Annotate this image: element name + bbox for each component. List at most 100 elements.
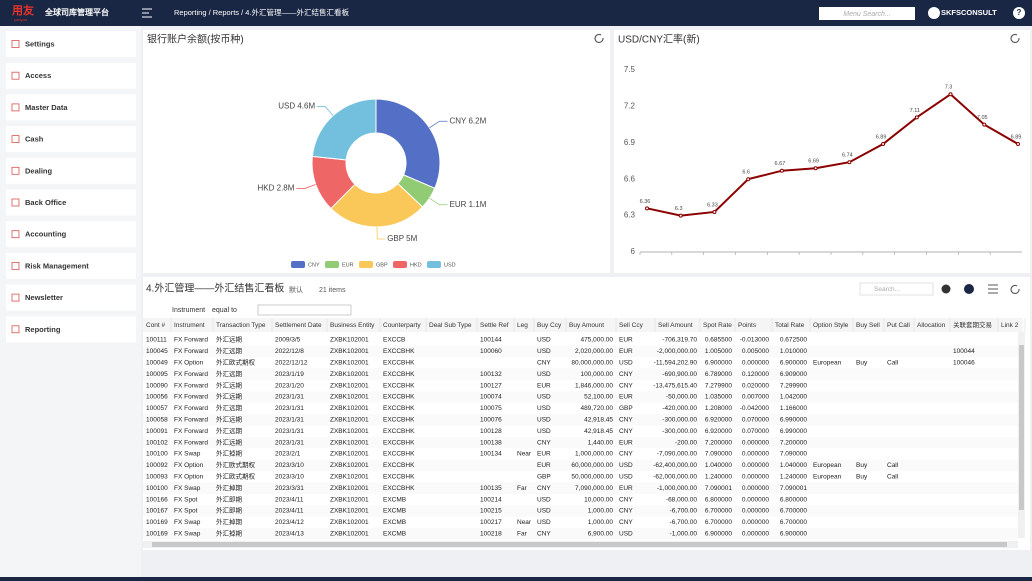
table-cell: CNY [619,417,633,424]
data-label: 6.74 [842,153,853,159]
column-header[interactable]: Link 2 [1001,322,1019,329]
table-cell: 0.120000 [742,371,769,378]
column-header[interactable]: Deal Sub Type [429,322,472,329]
column-header[interactable]: Points [738,322,757,329]
table-cell: FX Swap [174,519,201,526]
table-cell: 0.070000 [742,428,769,435]
h-scroll-thumb[interactable] [152,542,1007,547]
table-cell: EXCCBHK [383,360,415,367]
table-cell: CNY [619,496,633,503]
table-cell: ZXBK102001 [330,519,369,526]
column-header[interactable]: Leg [517,322,528,329]
data-label: 7.11 [910,108,920,114]
table-cell: EUR [537,451,551,458]
rate-point [713,210,716,213]
column-header[interactable]: Option Style [813,322,849,329]
table-cell: 0.007000 [742,394,769,401]
table-cell: 6.800000 [780,496,807,503]
user-name[interactable]: SKFSCONSULT [941,8,997,17]
column-header[interactable]: Instrument [174,322,205,329]
table-cell: 100044 [953,348,975,355]
table-cell: USD [537,348,551,355]
table-cell: 0.000000 [742,531,769,538]
table-cell: FX Spot [174,496,198,503]
table-cell: 2023/3/10 [275,462,304,469]
table-cell: Call [887,474,899,481]
table-cell: 100215 [480,508,502,515]
filter-operator[interactable]: equal to [212,307,237,314]
table-cell: 42,918.45 [584,428,613,435]
table-cell: USD [537,371,551,378]
help-label: ? [1017,8,1022,17]
legend-label: HKD [410,262,422,268]
column-header[interactable]: Settle Ref [480,322,509,329]
table-cell: ZXBK102001 [330,360,369,367]
column-header[interactable]: Buy Ccy [537,322,562,329]
table-cell: 52,100.00 [584,394,613,401]
table-cell: 外汇掉期 [216,517,243,526]
table-cell: GBP [537,474,551,481]
column-header[interactable]: Transaction Type [216,322,266,329]
table-cell: Near [517,451,532,458]
table-cell: 2023/3/10 [275,474,304,481]
view-select[interactable]: 默认 [289,285,303,294]
table-cell: 1.208000 [705,405,732,412]
table-cell: 6.700000 [705,508,732,515]
table-cell: CNY [619,451,633,458]
table-cell: 2023/4/13 [275,531,304,538]
table-cell: -2,000,000.00 [657,348,698,355]
column-header[interactable]: Settlement Date [275,322,322,329]
table-cell: 2022/12/12 [275,360,308,367]
table-cell: 2023/1/19 [275,371,304,378]
settings-icon[interactable] [942,285,951,294]
column-header[interactable]: Put Call [887,322,910,329]
report-title: 4.外汇管理——外汇结售汇看板 [146,282,284,295]
table-cell: 100169 [146,519,168,526]
column-header[interactable]: Total Rate [775,322,805,329]
table-cell: 50,000,000.00 [571,474,613,481]
column-header[interactable]: Sell Amount [658,322,693,329]
table-cell: 100135 [480,485,502,492]
column-header[interactable]: 关联套期交易 [953,320,992,329]
column-header[interactable]: Sell Ccy [619,322,644,329]
app-title: 全球司库管理平台 [44,7,109,17]
table-cell: 1.040000 [780,462,807,469]
table-cell: 7.090000 [705,451,732,458]
table-cell: 6.700000 [705,519,732,526]
y-tick-label: 6.3 [624,211,636,220]
table-cell: USD [619,360,633,367]
v-scroll-thumb[interactable] [1019,345,1024,510]
table-cell: 2023/1/20 [275,382,304,389]
column-header[interactable]: Spot Rate [703,322,732,329]
table-cell: 0.672500 [780,337,807,344]
table-cell: 外汇欧式期权 [216,460,256,469]
table-cell: Buy [856,360,868,367]
add-icon[interactable] [964,284,974,294]
table-cell: 100093 [146,474,168,481]
filter-value[interactable] [258,305,351,315]
user-avatar[interactable] [928,7,940,19]
column-header[interactable]: Business Entity [330,322,375,329]
table-cell: -200.00 [675,439,697,446]
table-cell: CNY [537,439,551,446]
table-cell: 100057 [146,405,168,412]
table-cell: USD [537,508,551,515]
table-cell: 100134 [480,451,502,458]
table-cell: 外汇欧式期权 [216,358,256,367]
table-cell: 6,900.00 [588,531,614,538]
table-cell: CNY [619,508,633,515]
rate-point [882,143,885,146]
legend-label: CNY [308,262,320,268]
column-header[interactable]: Buy Sell [856,322,880,329]
column-header[interactable]: Buy Amount [569,322,604,329]
table-cell: -11,594,202.90 [654,360,698,367]
column-header[interactable]: Cont # [146,322,166,329]
column-header[interactable]: Allocation [917,322,946,329]
menu-label: Risk Management [25,261,89,270]
column-header[interactable]: Counterparty [383,322,421,329]
table-cell: 2022/12/8 [275,348,304,355]
table-cell: 100169 [146,531,168,538]
table-cell: EXCCBHK [383,394,415,401]
table-cell: 100166 [146,496,168,503]
